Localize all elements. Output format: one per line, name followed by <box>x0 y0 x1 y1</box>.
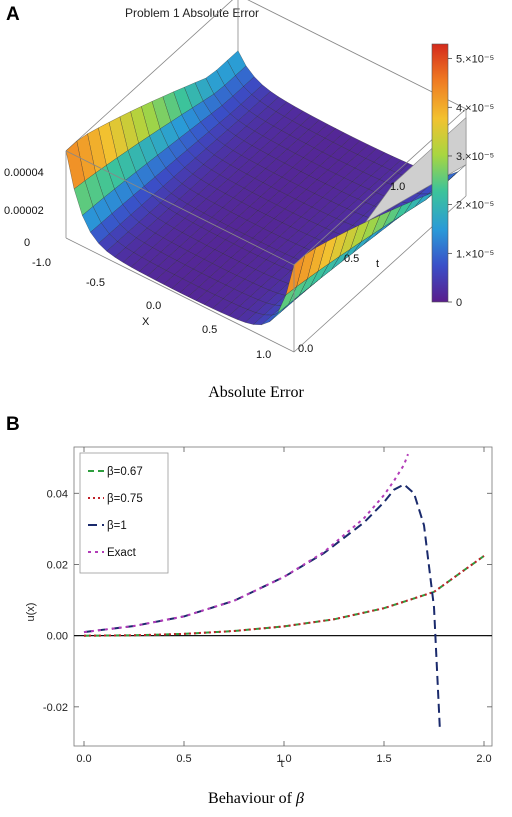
legend-label: Exact <box>107 547 137 559</box>
series-lines <box>83 453 485 732</box>
y-tick-label: 0.00 <box>47 631 68 643</box>
legend-label: β=1 <box>107 520 127 532</box>
legend-box <box>79 452 169 574</box>
series-line <box>83 555 485 637</box>
panel-a-letter: A <box>6 4 20 25</box>
axis-ticks: 0.0 0.5 1.0 1.5 2.0 -0.02 0.00 0.02 0.04 <box>43 447 492 765</box>
x-tick-label: 1.5 <box>376 753 391 765</box>
x-tick-label: -0.5 <box>86 277 105 289</box>
box-edge <box>247 0 467 110</box>
x-tick-label: 0.0 <box>146 300 161 312</box>
x-axis-label: t <box>280 758 283 770</box>
colorbar-tick-label: 2.×10⁻⁵ <box>456 200 494 212</box>
t-tick-label: 1.0 <box>390 181 405 193</box>
y-tick-label: -0.02 <box>43 702 68 714</box>
x-tick-label: 1.0 <box>276 753 291 765</box>
panel-b-letter: B <box>6 414 20 435</box>
x-tick-label: 1.0 <box>256 349 271 361</box>
series-line <box>83 453 409 634</box>
colorbar-tick-label: 5.×10⁻⁵ <box>456 54 494 66</box>
legend-label: β=0.67 <box>107 466 143 478</box>
colorbar-ticks: 0 1.×10⁻⁵ 2.×10⁻⁵ 3.×10⁻⁵ 4.×10⁻⁵ 5.×10⁻⁵ <box>448 54 494 309</box>
beta-symbol: β <box>296 790 304 807</box>
t-tick-label: 0.0 <box>298 343 313 355</box>
colorbar <box>431 43 449 303</box>
x-axis-label: X <box>142 316 150 328</box>
box-edge <box>65 237 295 353</box>
colorbar-tick-label: 4.×10⁻⁵ <box>456 102 494 114</box>
surface-title: Problem 1 Absolute Error <box>125 6 259 20</box>
x-tick-label: -1.0 <box>32 257 51 269</box>
x-tick-label: 0.5 <box>176 753 191 765</box>
surface-mesh <box>65 50 467 326</box>
plot-frame <box>73 446 493 747</box>
surface-plot: Problem 1 Absolute Error 0.00004 0.00002… <box>4 0 494 361</box>
t-tick-label: 0.5 <box>344 253 359 265</box>
x-tick-label: 0.0 <box>76 753 91 765</box>
panel-b-caption-text: Behaviour of <box>208 790 296 807</box>
legend-label: β=0.75 <box>107 493 143 505</box>
t-axis-label: t <box>376 258 379 270</box>
box-edge <box>65 150 295 266</box>
z-tick-label: 0.00004 <box>4 167 44 179</box>
panel-b-caption: Behaviour of β <box>0 790 512 808</box>
box-edge <box>65 0 233 152</box>
line-chart: 0.0 0.5 1.0 1.5 2.0-0.020.000.020.04 u(x) t … <box>25 446 493 770</box>
y-tick-label: 0.02 <box>47 559 68 571</box>
y-axis-label: u(x) <box>25 603 37 622</box>
z-tick-label: 0.00002 <box>4 205 44 217</box>
x-tick-label: 0.5 <box>202 324 217 336</box>
z-tick-label: 0 <box>24 237 30 249</box>
colorbar-tick-label: 0 <box>456 297 462 309</box>
colorbar-tick-label: 3.×10⁻⁵ <box>456 151 494 163</box>
y-tick-label: 0.04 <box>47 488 68 500</box>
colorbar-tick-label: 1.×10⁻⁵ <box>456 248 494 260</box>
legend: β=0.67 β=0.75 β=1 Exact <box>79 452 169 574</box>
panel-a-caption: Absolute Error <box>208 384 304 401</box>
x-tick-label: 2.0 <box>476 753 491 765</box>
